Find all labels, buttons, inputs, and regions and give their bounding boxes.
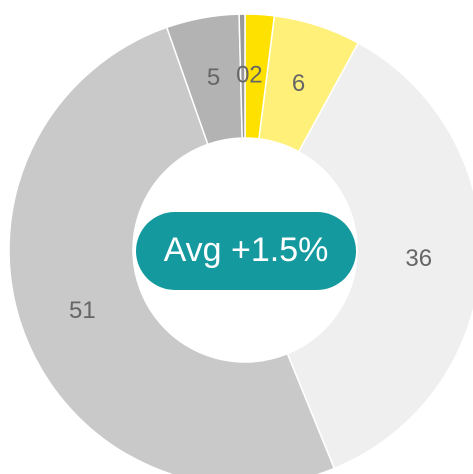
data-label: 6: [292, 70, 305, 97]
slice: [286, 41, 473, 470]
data-label: 5: [207, 64, 220, 91]
center-badge: [136, 212, 356, 290]
data-label: 51: [69, 297, 96, 324]
slice: [238, 13, 246, 139]
data-label: 36: [405, 245, 432, 272]
center-label: Avg +1.5%: [164, 231, 329, 269]
slice: [8, 26, 336, 474]
data-label: 0: [236, 61, 249, 88]
slices: [8, 13, 473, 474]
data-label: 2: [249, 62, 262, 89]
